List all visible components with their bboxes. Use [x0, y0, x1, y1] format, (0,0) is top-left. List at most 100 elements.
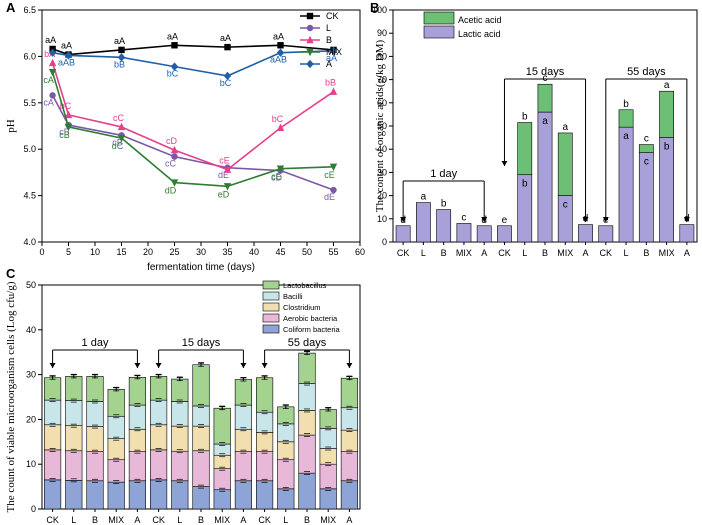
bar-lactic-acid: [679, 224, 695, 243]
bar-aerobic-bacteria: [340, 451, 358, 482]
legend-label-ck: CK: [326, 11, 339, 21]
panel-label-a: A: [6, 0, 16, 15]
bar-lactobacillus: [44, 377, 62, 401]
data-point-mix: [329, 163, 338, 172]
y-axis-label: The content of organic acids(g/kg DM): [374, 39, 386, 212]
legend-label-coliform-bacteria: Coliform bacteria: [283, 325, 341, 334]
legend-swatch-clostridium: [262, 302, 280, 312]
bar-coliform-bacteria: [86, 480, 104, 510]
bar-aerobic-bacteria: [150, 449, 168, 481]
legend-swatch-acetic-acid: [423, 11, 455, 25]
y-tick-label: 0: [382, 237, 387, 247]
data-point-mix: [170, 179, 179, 187]
data-label-ck: aA: [220, 33, 231, 43]
y-axis-label: The count of viable microorganism cells …: [5, 281, 17, 512]
group-label: 55 days: [288, 337, 327, 349]
series-line-ck: [52, 44, 334, 56]
data-label-a: aAB: [58, 57, 75, 67]
series-line-mix: [51, 71, 334, 188]
bar-clostridium: [277, 441, 295, 461]
bar-lactobacillus: [340, 377, 358, 409]
y-tick-label: 30: [26, 370, 36, 380]
y-tick-label: 6.0: [23, 51, 36, 61]
bar-coliform-bacteria: [44, 479, 62, 510]
bar-acetic-acid: [659, 90, 674, 138]
bar-aerobic-bacteria: [319, 463, 337, 490]
bar-lactobacillus: [171, 378, 189, 402]
bar-bacilli: [44, 399, 62, 426]
bar-label-acetic-acid: a: [562, 122, 568, 133]
bar-lactobacillus: [319, 409, 337, 429]
data-point-ck: [118, 46, 125, 54]
bar-coliform-bacteria: [192, 486, 210, 510]
data-point-b: [64, 110, 73, 119]
x-tick-label: L: [283, 515, 288, 525]
bar-lactic-acid: [618, 126, 634, 243]
y-tick-label: 50: [377, 121, 387, 131]
data-point-mix: [117, 134, 126, 143]
panel-b-organic-acids-chart: 0 10 20 30 40 50 60 70 80 90 100 The content of org…: [372, 5, 698, 258]
x-tick-label: A: [240, 515, 246, 525]
x-tick-label: L: [71, 515, 76, 525]
bar-aerobic-bacteria: [128, 451, 146, 482]
bar-bacilli: [192, 405, 210, 427]
x-tick-label: L: [177, 515, 182, 525]
data-label-ck: aA: [167, 31, 178, 41]
group-label: 55 days: [627, 66, 666, 78]
bar-clostridium: [192, 425, 210, 452]
data-label-b: bB: [325, 78, 336, 88]
y-tick-label: 6.5: [23, 5, 36, 15]
x-tick-label: 55: [328, 247, 338, 257]
arrow-head: [602, 217, 609, 222]
legend-label-clostridium: Clostridium: [283, 303, 321, 312]
data-label-mix: cB: [59, 130, 70, 140]
bar-coliform-bacteria: [298, 472, 316, 510]
y-tick-label: 10: [377, 214, 387, 224]
x-tick-label: 30: [196, 247, 206, 257]
x-tick-label: 25: [169, 247, 179, 257]
group-label: 15 days: [182, 337, 221, 349]
y-tick-label: 50: [26, 280, 36, 290]
bar-coliform-bacteria: [171, 480, 189, 510]
legend-label-acetic-acid: Acetic acid: [458, 15, 502, 25]
data-label-mix: cE: [271, 172, 282, 182]
bar-label-lactic-acid: a: [542, 116, 548, 127]
x-tick-label: CK: [498, 248, 511, 258]
data-label-mix: dD: [165, 186, 177, 196]
data-point-a: [223, 71, 232, 81]
bar-lactic-acid: [476, 225, 492, 243]
arrow-head: [501, 161, 508, 166]
data-label-l: cB: [112, 137, 123, 147]
bar-lactobacillus: [128, 376, 146, 406]
data-point-mix: [223, 183, 232, 191]
legend-label-mix: MIX: [326, 47, 342, 57]
data-label-b: bA: [44, 49, 55, 59]
bar-coliform-bacteria: [319, 488, 337, 510]
bar-coliform-bacteria: [234, 480, 252, 510]
x-tick-label: CK: [397, 248, 410, 258]
group-label: 1 day: [82, 337, 109, 349]
x-tick-label: B: [92, 515, 98, 525]
x-tick-label: 10: [90, 247, 100, 257]
legend-marker-mix: [306, 48, 314, 57]
bar-label-lactic-acid: b: [664, 142, 670, 153]
y-tick-label: 60: [377, 98, 387, 108]
x-tick-label: 50: [302, 247, 312, 257]
bar-clostridium: [65, 425, 83, 452]
legend-label-l: L: [326, 23, 331, 33]
y-tick-label: 5.0: [23, 144, 36, 154]
bar-aerobic-bacteria: [65, 450, 83, 481]
bar-coliform-bacteria: [107, 481, 125, 510]
data-label-b: bC: [60, 101, 72, 111]
bar-clostridium: [319, 448, 337, 465]
data-point-ck: [171, 42, 178, 49]
bar-lactobacillus: [256, 377, 274, 413]
x-tick-label: MIX: [320, 515, 336, 525]
y-tick-label: 10: [26, 459, 36, 469]
data-point-b: [48, 58, 57, 67]
data-point-b: [170, 145, 179, 154]
arrow-head: [400, 217, 407, 222]
bar-lactic-acid: [659, 137, 674, 243]
data-label-mix: cE: [324, 170, 335, 180]
x-tick-label: L: [421, 248, 426, 258]
